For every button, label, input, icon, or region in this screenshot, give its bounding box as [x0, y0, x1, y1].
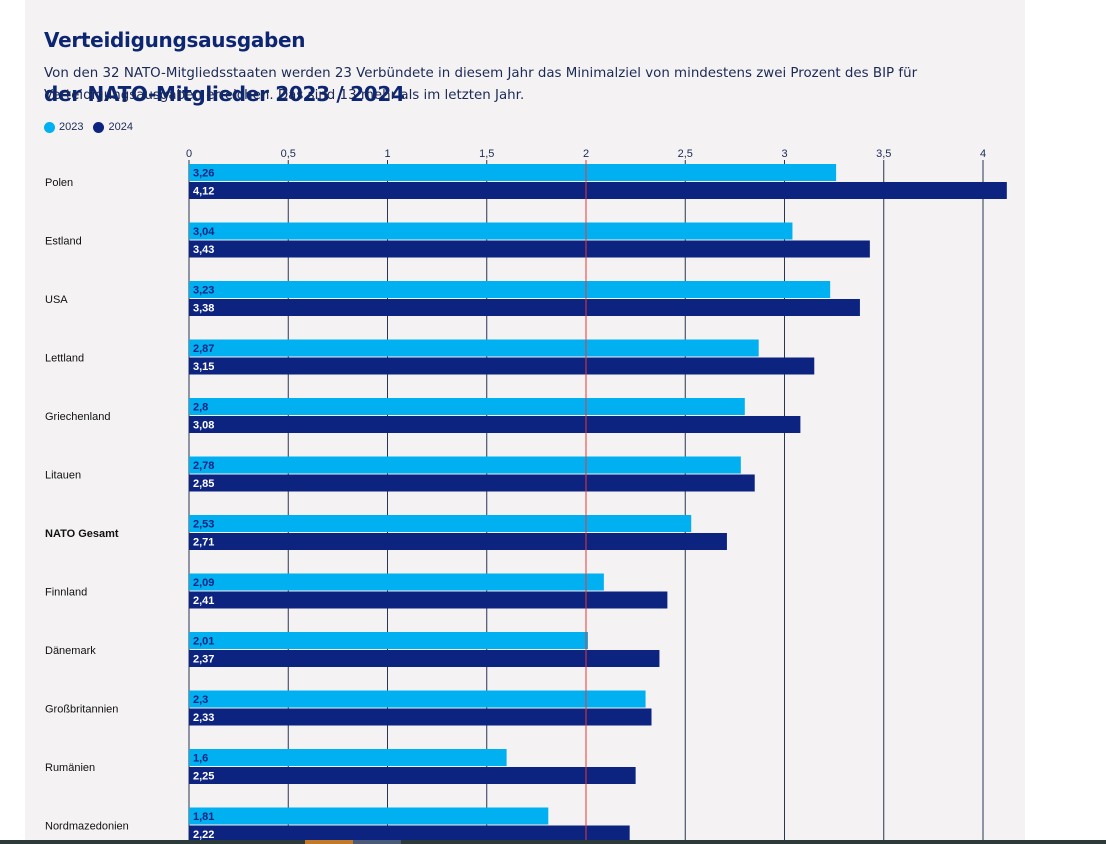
category-label: Lettland	[45, 353, 84, 365]
tick-label-6: 3	[781, 148, 787, 160]
legend-dot-2023-icon	[44, 121, 55, 133]
bar-2023	[189, 573, 604, 591]
bar-2023	[189, 164, 837, 181]
bar-2023	[189, 222, 793, 240]
category-label: Griechenland	[45, 411, 110, 423]
bar-2023	[189, 339, 759, 357]
bar-2024	[189, 650, 660, 667]
bottom-strip	[0, 840, 1106, 844]
data-label-2023: 1,81	[193, 811, 214, 823]
bar-2024	[189, 182, 1007, 199]
legend-dot-2024-icon	[93, 121, 105, 133]
data-label-2023: 2,78	[193, 460, 214, 472]
legend-item-2023[interactable]: 2023	[44, 121, 83, 133]
data-label-2023: 3,04	[193, 226, 215, 238]
data-label-2024: 2,22	[193, 829, 214, 841]
chart-subtitle: Von den 32 NATO-Mitgliedsstaaten werden …	[44, 66, 918, 103]
category-label: NATO Gesamt	[45, 528, 119, 540]
data-label-2024: 3,43	[193, 244, 214, 256]
tick-label-7: 3,5	[876, 148, 891, 160]
data-label-2024: 4,12	[193, 186, 214, 198]
bar-2024	[189, 357, 815, 375]
category-label: Litauen	[45, 470, 81, 482]
bar-2024	[189, 533, 727, 550]
data-label-2023: 2,09	[193, 577, 214, 589]
chart-title: Verteidigungsausgaben der NATO-Mitgliede…	[44, 0, 405, 135]
legend-item-2024[interactable]: 2024	[93, 121, 133, 133]
bar-2024	[189, 416, 801, 433]
bar-2023	[189, 690, 646, 708]
category-label: Nordmazedonien	[45, 821, 129, 833]
bar-2024	[189, 474, 755, 492]
data-label-2023: 3,23	[193, 285, 214, 297]
category-label: USA	[45, 294, 68, 306]
legend: 2023 2024	[44, 121, 143, 133]
legend-label-2023: 2023	[59, 121, 84, 133]
legend-label-2024: 2024	[108, 121, 133, 133]
bar-2024	[189, 767, 636, 784]
bar-2023	[189, 398, 745, 415]
title-line-2: der NATO-Mitglieder 2023 / 2024	[44, 82, 405, 106]
data-label-2024: 2,85	[193, 478, 214, 490]
data-label-2024: 2,41	[193, 595, 214, 607]
category-label: Polen	[45, 177, 73, 189]
data-label-2023: 3,26	[193, 168, 214, 180]
bar-2024	[189, 591, 668, 609]
bar-2024	[189, 825, 630, 843]
bar-2023	[189, 807, 549, 825]
bar-2023	[189, 515, 692, 532]
bar-2024	[189, 299, 860, 316]
tick-label-4: 2	[583, 148, 589, 160]
data-label-2023: 2,53	[193, 519, 214, 531]
tick-label-1: 0,5	[281, 148, 296, 160]
category-label: Großbritannien	[45, 704, 118, 716]
data-label-2023: 2,8	[193, 402, 208, 414]
data-label-2024: 3,38	[193, 303, 214, 315]
tick-label-3: 1,5	[479, 148, 494, 160]
tick-label-2: 1	[384, 148, 390, 160]
data-label-2024: 3,15	[193, 361, 214, 373]
data-label-2024: 2,25	[193, 771, 214, 783]
category-label: Rumänien	[45, 762, 95, 774]
bar-2023	[189, 749, 507, 766]
data-label-2023: 2,01	[193, 636, 214, 648]
bar-2023	[189, 281, 831, 298]
data-label-2023: 2,3	[193, 694, 208, 706]
data-label-2023: 2,87	[193, 343, 214, 355]
bar-2024	[189, 708, 652, 726]
tick-label-5: 2,5	[678, 148, 693, 160]
data-label-2024: 2,37	[193, 654, 214, 666]
tick-label-8: 4	[980, 148, 986, 160]
data-label-2024: 3,08	[193, 420, 214, 432]
bar-2023	[189, 632, 588, 649]
category-label: Estland	[45, 236, 82, 248]
data-label-2024: 2,33	[193, 712, 214, 724]
category-label: Finnland	[45, 587, 87, 599]
data-label-2023: 1,6	[193, 753, 208, 765]
category-label: Dänemark	[45, 645, 96, 657]
bar-2024	[189, 240, 870, 258]
data-label-2024: 2,71	[193, 537, 214, 549]
tick-label-0: 0	[186, 148, 192, 160]
title-line-1: Verteidigungsausgaben	[44, 28, 306, 52]
bar-2023	[189, 456, 741, 474]
